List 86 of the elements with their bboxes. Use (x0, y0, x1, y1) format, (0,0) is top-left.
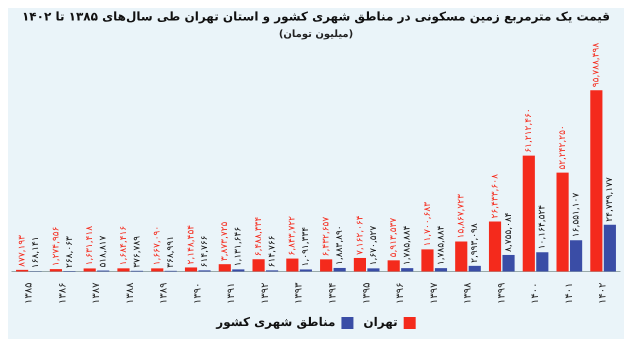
x-tick-label: ۱۴۰۱ (564, 282, 575, 304)
data-label: ۱,۶۳۱,۴۱۸ (85, 226, 96, 266)
bar (50, 269, 62, 272)
data-label: ۶۱۴,۷۶۶ (267, 235, 278, 268)
x-tick-label: ۱۴۰۰ (530, 282, 542, 304)
legend-label: مناطق شهری کشور (215, 315, 336, 330)
data-label: ۶۱,۲۱۲,۴۶۰ (524, 108, 534, 153)
bar (300, 269, 312, 272)
data-label: ۱۵,۸۶۷,۷۲۳ (456, 194, 467, 238)
data-label: ۱,۸۸۳,۸۹۰ (334, 225, 345, 265)
data-label: ۱,۰۹۱,۳۳۴ (301, 226, 312, 266)
data-label: ۱,۶۶۷,۰۹۰ (152, 226, 163, 266)
x-tick-label: ۱۳۹۶ (395, 282, 406, 304)
bar (488, 221, 502, 272)
bar (502, 254, 515, 272)
bar (354, 258, 366, 272)
data-label: ۶,۸۴۳,۷۲۲ (288, 216, 298, 256)
data-label: ۵۱۸,۸۱۷ (98, 236, 109, 268)
bar (320, 259, 332, 272)
data-label: ۷,۱۶۲,۰۶۴ (355, 215, 366, 255)
bar (218, 264, 231, 272)
bar (570, 240, 582, 272)
data-label: ۸,۷۵۵,۰۸۴ (504, 212, 514, 252)
data-label: ۲۴,۷۳۹,۱۷۷ (605, 177, 616, 222)
bar (434, 268, 448, 272)
bar (334, 268, 346, 272)
data-label: ۱۱,۷۰۰,۶۸۳ (422, 202, 433, 246)
data-label: ۶,۴۳۲,۶۵۷ (321, 216, 332, 256)
data-label: ۲۶,۴۳۳,۶۰۸ (490, 174, 500, 218)
bar (252, 259, 265, 272)
chart-subtitle: (میلیون تومان) (278, 28, 354, 40)
x-tick-label: ۱۳۹۹ (496, 282, 508, 304)
bar (232, 269, 244, 272)
x-tick-label: ۱۳۹۴ (327, 282, 338, 304)
data-label: ۱۶۸,۱۴۱ (30, 236, 41, 268)
x-tick-label: ۱۳۸۸ (124, 282, 136, 304)
bar (590, 90, 602, 272)
x-tick-label: ۱۳۹۱ (226, 282, 238, 304)
data-label: ۲۶۸,۰۶۳ (64, 236, 75, 268)
data-label: ۵,۹۱۳,۵۳۷ (389, 218, 400, 258)
data-label: ۱,۲۷۴,۹۵۶ (51, 226, 62, 266)
bar (604, 224, 616, 272)
bar (522, 156, 535, 272)
bar (455, 241, 468, 272)
x-tick-label: ۱۳۸۶ (57, 282, 68, 304)
x-tick-label: ۱۳۹۸ (462, 282, 474, 304)
x-tick-label: ۱۳۹۵ (361, 282, 372, 304)
bar (184, 267, 198, 272)
x-tick-label: ۱۳۹۰ (192, 282, 204, 304)
data-label: ۱۰,۱۶۴,۵۲۴ (538, 204, 548, 250)
data-label: ۱,۱۳۱,۶۴۶ (234, 226, 244, 266)
data-label: ۸۷۷,۱۹۳ (17, 234, 28, 267)
x-tick-label: ۱۳۸۵ (23, 282, 34, 304)
bar (367, 268, 380, 272)
data-label: ۱۶,۵۵۱,۱۰۷ (571, 192, 582, 238)
data-label: ۵۲,۲۴۲,۲۵۰ (558, 125, 568, 170)
bar (286, 258, 298, 272)
bar (401, 268, 414, 272)
bar (117, 268, 130, 272)
data-label: ۳۷۶,۷۸۹ (132, 236, 142, 268)
x-tick-label: ۱۳۸۷ (91, 282, 102, 304)
bar (536, 252, 548, 272)
x-tick-label: ۱۳۸۹ (158, 282, 170, 304)
data-label: ۱,۶۷۰,۵۲۷ (368, 226, 379, 266)
x-tick-label: ۱۳۹۷ (428, 282, 440, 304)
data-label: ۶,۴۸۸,۳۳۴ (254, 216, 264, 256)
bar (421, 249, 434, 272)
x-tick-label: ۱۳۹۳ (294, 282, 305, 304)
data-label: ۲,۱۴۸,۴۵۴ (186, 224, 196, 264)
bar (388, 260, 400, 272)
data-label: ۱,۷۸۵,۸۸۴ (402, 225, 413, 266)
bar (84, 268, 96, 272)
data-label: ۱,۶۸۴,۴۱۶ (118, 226, 129, 266)
bar (468, 266, 481, 272)
data-label: ۶۱۴,۷۶۶ (200, 235, 210, 268)
bar (556, 172, 569, 272)
legend-label: تهران (363, 315, 398, 330)
data-label: ۳,۸۷۳,۷۲۵ (220, 221, 230, 262)
data-label: ۹۵,۷۸۸,۴۹۸ (592, 42, 602, 88)
data-label: ۲,۹۹۳,۰۹۸ (470, 223, 480, 263)
x-tick-label: ۱۳۹۲ (260, 282, 271, 304)
x-tick-label: ۱۴۰۲ (598, 282, 609, 304)
data-label: ۳۶۸,۹۹۱ (166, 236, 176, 268)
bar (151, 268, 164, 272)
chart-title: قیمت یک مترمربع زمین مسکونی در مناطق شهری کشور و استان تهران طی سال‌های ۱۳۸۵ تا ۱۴۰۲ (22, 9, 610, 24)
data-label: ۱,۷۸۵,۸۸۴ (436, 225, 446, 266)
